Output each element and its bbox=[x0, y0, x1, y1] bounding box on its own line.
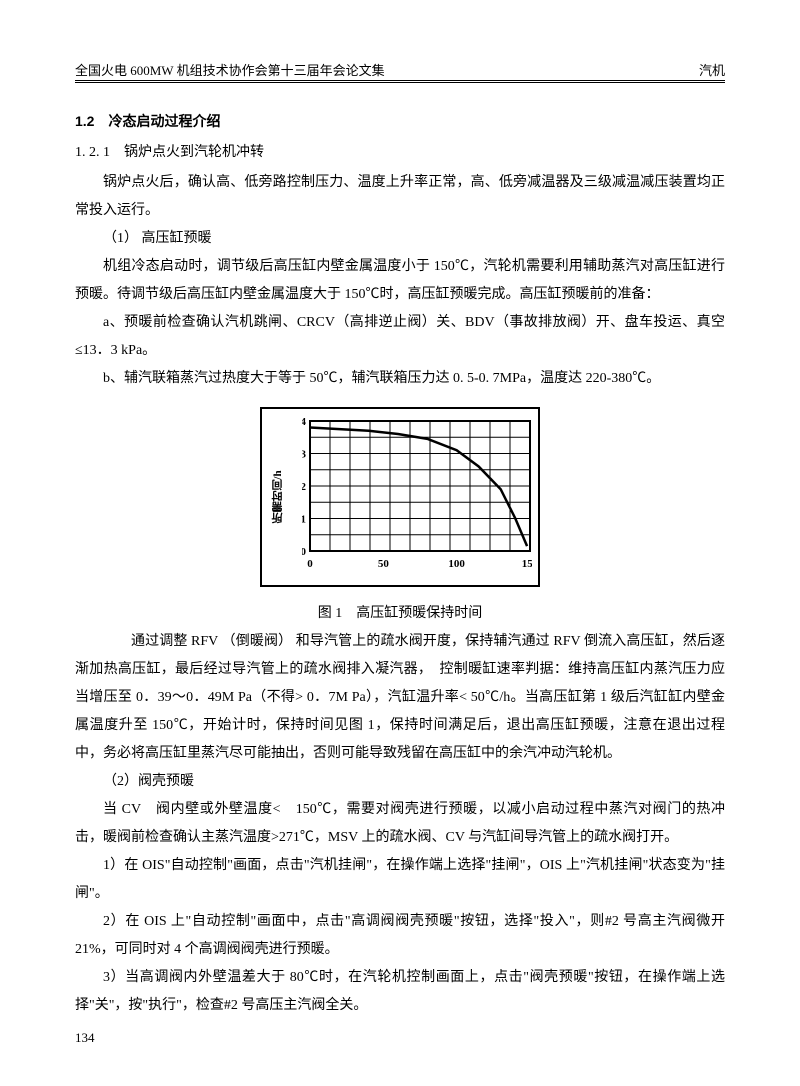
chart-plot-area: 01234050100150 bbox=[302, 415, 532, 565]
item-title: （2）阀壳预暖 bbox=[75, 768, 725, 796]
paragraph: 2）在 OIS 上"自动控制"画面中，点击"高调阀阀壳预暖"按钮，选择"投入"，… bbox=[75, 908, 725, 964]
item-title: （1） 高压缸预暖 bbox=[75, 225, 725, 253]
page-number: 134 bbox=[75, 1030, 95, 1046]
paragraph: 1）在 OIS"自动控制"画面，点击"汽机挂闸"，在操作端上选择"挂闸"，OIS… bbox=[75, 852, 725, 908]
header-left: 全国火电 600MW 机组技术协作会第十三届年会论文集 bbox=[75, 60, 385, 79]
paragraph: 当 CV 阀内壁或外壁温度< 150℃，需要对阀壳进行预暖，以减小启动过程中蒸汽… bbox=[75, 796, 725, 852]
svg-text:50: 50 bbox=[378, 558, 390, 570]
svg-text:100: 100 bbox=[448, 558, 465, 570]
header-right: 汽机 bbox=[699, 60, 725, 79]
svg-text:3: 3 bbox=[302, 449, 307, 461]
section-title: 1.2 冷态启动过程介绍 bbox=[75, 111, 725, 131]
chart-container: 所需时间/h 0 1 2 3 4 0 50 100 150 bbox=[75, 407, 725, 592]
paragraph: b、辅汽联箱蒸汽过热度大于等于 50℃，辅汽联箱压力达 0. 5-0. 7MPa… bbox=[75, 365, 725, 393]
chart-frame: 所需时间/h 0 1 2 3 4 0 50 100 150 bbox=[260, 407, 540, 587]
svg-text:1: 1 bbox=[302, 514, 306, 526]
paragraph: 机组冷态启动时，调节级后高压缸内壁金属温度小于 150℃，汽轮机需要利用辅助蒸汽… bbox=[75, 253, 725, 309]
chart-svg: 0 1 2 3 4 0 50 100 150 bbox=[302, 415, 532, 585]
svg-text:0: 0 bbox=[302, 546, 307, 558]
svg-text:4: 4 bbox=[302, 416, 307, 428]
paragraph: 通过调整 RFV （倒暖阀） 和导汽管上的疏水阀开度，保持辅汽通过 RFV 倒流… bbox=[75, 628, 725, 768]
chart-caption: 图 1 高压缸预暖保持时间 bbox=[75, 602, 725, 622]
chart-ylabel: 所需时间/h bbox=[270, 470, 286, 523]
svg-text:150: 150 bbox=[522, 558, 532, 570]
subsection-title: 1. 2. 1 锅炉点火到汽轮机冲转 bbox=[75, 141, 725, 161]
svg-text:0: 0 bbox=[307, 558, 313, 570]
paragraph: 3）当高调阀内外壁温差大于 80℃时，在汽轮机控制画面上，点击"阀壳预暖"按钮，… bbox=[75, 964, 725, 1020]
svg-text:2: 2 bbox=[302, 481, 307, 493]
paragraph: 锅炉点火后，确认高、低旁路控制压力、温度上升率正常，高、低旁减温器及三级减温减压… bbox=[75, 169, 725, 225]
header-divider bbox=[75, 80, 725, 83]
paragraph: a、预暖前检查确认汽机跳闸、CRCV（高排逆止阀）关、BDV（事故排放阀）开、盘… bbox=[75, 309, 725, 365]
